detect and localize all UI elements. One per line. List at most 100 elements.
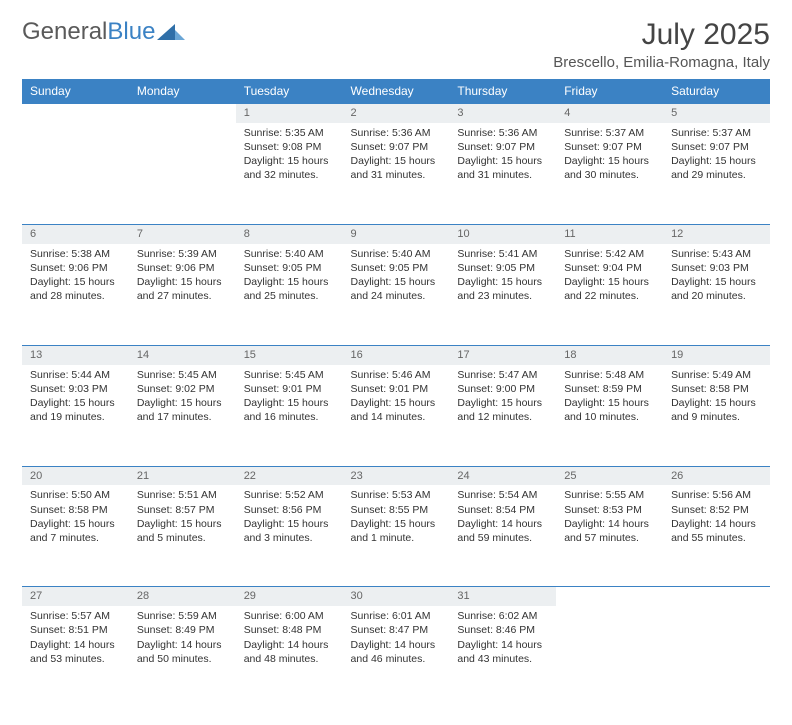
day-number-cell: 4: [556, 104, 663, 123]
daylight-line: Daylight: 15 hours and 27 minutes.: [137, 275, 228, 303]
daylight-line: Daylight: 15 hours and 5 minutes.: [137, 517, 228, 545]
daylight-line: Daylight: 14 hours and 43 minutes.: [457, 638, 548, 666]
day-number-cell: [663, 587, 770, 606]
weekday-header: Monday: [129, 79, 236, 104]
day-content-cell: Sunrise: 5:49 AMSunset: 8:58 PMDaylight:…: [663, 365, 770, 467]
day-content-cell: Sunrise: 6:02 AMSunset: 8:46 PMDaylight:…: [449, 606, 556, 707]
sunrise-line: Sunrise: 5:51 AM: [137, 488, 228, 502]
day-content-cell: [663, 606, 770, 707]
sunrise-line: Sunrise: 5:50 AM: [30, 488, 121, 502]
header: GeneralBlue July 2025 Brescello, Emilia-…: [22, 18, 770, 71]
sunrise-line: Sunrise: 5:47 AM: [457, 368, 548, 382]
sunset-line: Sunset: 9:02 PM: [137, 382, 228, 396]
sunset-line: Sunset: 8:58 PM: [30, 503, 121, 517]
sunset-line: Sunset: 9:05 PM: [457, 261, 548, 275]
sunrise-line: Sunrise: 5:36 AM: [351, 126, 442, 140]
day-content-cell: Sunrise: 5:40 AMSunset: 9:05 PMDaylight:…: [343, 244, 450, 346]
sunset-line: Sunset: 9:08 PM: [244, 140, 335, 154]
day-content-cell: Sunrise: 5:43 AMSunset: 9:03 PMDaylight:…: [663, 244, 770, 346]
sunrise-line: Sunrise: 5:53 AM: [351, 488, 442, 502]
daylight-line: Daylight: 15 hours and 30 minutes.: [564, 154, 655, 182]
logo-general: General: [22, 18, 107, 45]
day-content-cell: Sunrise: 5:45 AMSunset: 9:01 PMDaylight:…: [236, 365, 343, 467]
day-number-cell: [556, 587, 663, 606]
title-block: July 2025 Brescello, Emilia-Romagna, Ita…: [553, 18, 770, 71]
day-content-cell: Sunrise: 5:51 AMSunset: 8:57 PMDaylight:…: [129, 485, 236, 587]
day-number-cell: 26: [663, 466, 770, 485]
sunset-line: Sunset: 8:55 PM: [351, 503, 442, 517]
sunrise-line: Sunrise: 5:38 AM: [30, 247, 121, 261]
day-content-row: Sunrise: 5:44 AMSunset: 9:03 PM Daylight:…: [22, 365, 770, 467]
sunrise-line: Sunrise: 5:37 AM: [671, 126, 762, 140]
sunset-line: Sunset: 8:51 PM: [30, 623, 121, 637]
day-content-cell: [129, 123, 236, 225]
sunrise-line: Sunrise: 5:40 AM: [244, 247, 335, 261]
day-number-cell: 14: [129, 345, 236, 364]
day-content-cell: Sunrise: 5:44 AMSunset: 9:03 PMDaylight:…: [22, 365, 129, 467]
sunrise-line: Sunrise: 5:41 AM: [457, 247, 548, 261]
daylight-line: Daylight: 15 hours and 25 minutes.: [244, 275, 335, 303]
weekday-header: Saturday: [663, 79, 770, 104]
day-number-row: 2728293031: [22, 587, 770, 606]
sunrise-line: Sunrise: 5:45 AM: [137, 368, 228, 382]
page-title: July 2025: [553, 18, 770, 52]
day-content-cell: Sunrise: 5:37 AMSunset: 9:07 PMDaylight:…: [556, 123, 663, 225]
sunrise-line: Sunrise: 5:39 AM: [137, 247, 228, 261]
sunset-line: Sunset: 9:07 PM: [671, 140, 762, 154]
day-number-cell: [129, 104, 236, 123]
day-number-cell: 9: [343, 224, 450, 243]
day-number-cell: 20: [22, 466, 129, 485]
sunrise-line: Sunrise: 5:46 AM: [351, 368, 442, 382]
day-number-cell: 19: [663, 345, 770, 364]
day-content-cell: Sunrise: 6:01 AMSunset: 8:47 PMDaylight:…: [343, 606, 450, 707]
day-number-cell: 7: [129, 224, 236, 243]
day-content-cell: Sunrise: 5:57 AMSunset: 8:51 PMDaylight:…: [22, 606, 129, 707]
day-number-cell: 17: [449, 345, 556, 364]
daylight-line: Daylight: 15 hours and 14 minutes.: [351, 396, 442, 424]
day-number-cell: 5: [663, 104, 770, 123]
daylight-line: Daylight: 15 hours and 1 minute.: [351, 517, 442, 545]
sunset-line: Sunset: 8:46 PM: [457, 623, 548, 637]
sunset-line: Sunset: 9:06 PM: [30, 261, 121, 275]
sunrise-line: Sunrise: 5:52 AM: [244, 488, 335, 502]
daylight-line: Daylight: 15 hours and 24 minutes.: [351, 275, 442, 303]
day-number-cell: 11: [556, 224, 663, 243]
sunrise-line: Sunrise: 5:48 AM: [564, 368, 655, 382]
day-content-cell: [556, 606, 663, 707]
day-number-cell: 21: [129, 466, 236, 485]
sunset-line: Sunset: 9:07 PM: [564, 140, 655, 154]
sunset-line: Sunset: 9:03 PM: [671, 261, 762, 275]
day-number-cell: 25: [556, 466, 663, 485]
sunrise-line: Sunrise: 5:36 AM: [457, 126, 548, 140]
day-number-row: 6789101112: [22, 224, 770, 243]
daylight-line: Daylight: 15 hours and 29 minutes.: [671, 154, 762, 182]
day-number-cell: 16: [343, 345, 450, 364]
logo: GeneralBlue: [22, 18, 185, 46]
sunrise-line: Sunrise: 5:57 AM: [30, 609, 121, 623]
daylight-line: Daylight: 14 hours and 50 minutes.: [137, 638, 228, 666]
logo-triangle-icon: [157, 20, 185, 45]
day-number-cell: 24: [449, 466, 556, 485]
daylight-line: Daylight: 14 hours and 46 minutes.: [351, 638, 442, 666]
daylight-line: Daylight: 15 hours and 9 minutes.: [671, 396, 762, 424]
sunrise-line: Sunrise: 5:42 AM: [564, 247, 655, 261]
sunset-line: Sunset: 9:03 PM: [30, 382, 121, 396]
weekday-header: Tuesday: [236, 79, 343, 104]
daylight-line: Daylight: 15 hours and 12 minutes.: [457, 396, 548, 424]
day-content-cell: Sunrise: 5:56 AMSunset: 8:52 PMDaylight:…: [663, 485, 770, 587]
sunrise-line: Sunrise: 5:44 AM: [30, 368, 121, 382]
sunset-line: Sunset: 8:54 PM: [457, 503, 548, 517]
day-number-row: 13141516171819: [22, 345, 770, 364]
weekday-header: Wednesday: [343, 79, 450, 104]
daylight-line: Daylight: 14 hours and 55 minutes.: [671, 517, 762, 545]
sunset-line: Sunset: 9:05 PM: [244, 261, 335, 275]
daylight-line: Daylight: 15 hours and 23 minutes.: [457, 275, 548, 303]
sunset-line: Sunset: 8:59 PM: [564, 382, 655, 396]
weekday-header: Thursday: [449, 79, 556, 104]
day-number-cell: 2: [343, 104, 450, 123]
weekday-header: Sunday: [22, 79, 129, 104]
daylight-line: Daylight: 15 hours and 16 minutes.: [244, 396, 335, 424]
sunrise-line: Sunrise: 5:35 AM: [244, 126, 335, 140]
sunset-line: Sunset: 9:04 PM: [564, 261, 655, 275]
day-number-cell: 31: [449, 587, 556, 606]
